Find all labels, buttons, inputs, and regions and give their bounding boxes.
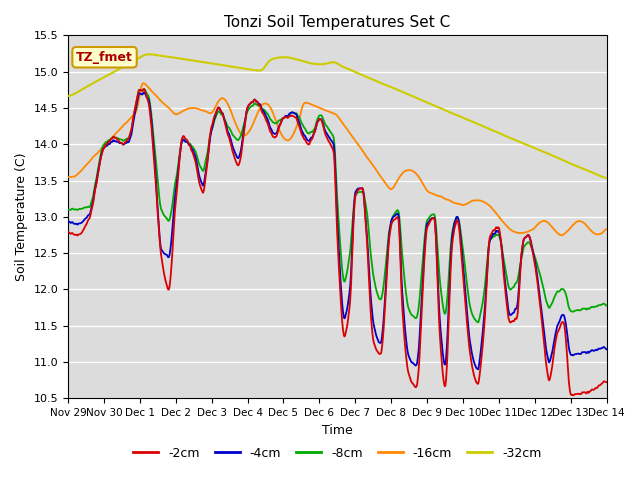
Title: Tonzi Soil Temperatures Set C: Tonzi Soil Temperatures Set C xyxy=(224,15,451,30)
Text: TZ_fmet: TZ_fmet xyxy=(76,51,133,64)
X-axis label: Time: Time xyxy=(322,424,353,437)
Y-axis label: Soil Temperature (C): Soil Temperature (C) xyxy=(15,153,28,281)
Legend: -2cm, -4cm, -8cm, -16cm, -32cm: -2cm, -4cm, -8cm, -16cm, -32cm xyxy=(128,442,547,465)
